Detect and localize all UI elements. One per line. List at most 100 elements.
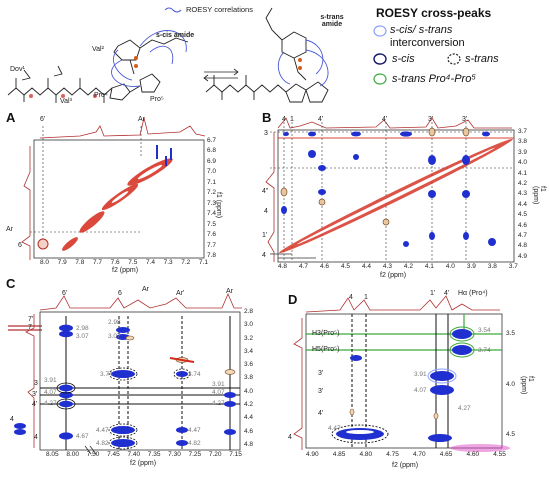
residue-pro5: Pro⁵ (150, 96, 164, 103)
tick: 3.8 (518, 138, 528, 146)
panel-d-top-label-ha: Hα (Pro⁴) (458, 290, 488, 297)
tick: 4.4 (244, 414, 254, 422)
scheme-drawing (7, 7, 329, 103)
tick: 7.6 (110, 259, 120, 266)
tick: 7.4 (207, 210, 217, 218)
tick: 8.0 (40, 259, 50, 266)
legend-s-trans-pro: s-trans Pro⁴-Pro⁵ (392, 73, 476, 85)
tick: 7.1 (207, 178, 217, 186)
tick: 4.0 (445, 263, 455, 270)
panel-d-xlabel: f2 (ppm) (392, 462, 419, 469)
tick: 4.2 (403, 263, 413, 270)
tick: 4.90 (306, 451, 319, 458)
panel-d-spectrum (293, 295, 510, 452)
tick: 4.3 (518, 190, 528, 198)
tick: 7.40 (127, 451, 141, 458)
tick: 3.0 (244, 321, 254, 329)
panel-a-left-label-6: 6 (18, 242, 22, 249)
panel-c-top-label-ar: Ar (142, 286, 149, 293)
value-label: 4.82 (96, 440, 109, 447)
panel-b-spectrum (265, 117, 515, 263)
panel-b-xticks: 4.8 4.7 4.6 4.5 4.4 4.3 4.2 4.1 4.0 3.9 … (278, 263, 518, 270)
legend-interconversion: s-cis/ s-trans (390, 24, 453, 36)
chemical-scheme (0, 0, 370, 108)
panel-a-xlabel: f2 (ppm) (112, 267, 139, 274)
tick: 4.8 (278, 263, 288, 270)
tick: 4.2 (518, 180, 528, 188)
panel-d-letter: D (288, 292, 298, 307)
panel-a-letter: A (6, 110, 16, 125)
panel-c-top-label-6p: 6' (62, 290, 68, 297)
tick: 4.7 (298, 263, 309, 270)
panel-d-left-label-4p: 4' (318, 410, 324, 417)
panel-c-top-label-ar2: Ar (226, 288, 233, 295)
value-label: 4.07 (414, 387, 427, 394)
residue-val2: Val² (92, 46, 104, 53)
tick: 7.8 (75, 259, 85, 266)
panel-d-left-label-3p: 3' (318, 370, 324, 377)
panel-a-ylabel: f1 (ppm) (215, 192, 222, 219)
tick: 7.2 (207, 189, 217, 197)
tick: 7.1 (198, 259, 208, 266)
panel-b-top-label-4p: 4' (318, 116, 324, 123)
roesy-correlations-label: ROESY correlations (186, 5, 253, 14)
panel-c-values: 2.98 3.07 2.98 3.07 3.91 4.07 4.27 3.74 … (0, 280, 270, 456)
tick: 4.0 (244, 387, 254, 395)
residue-dov1: Dov¹ (10, 66, 25, 73)
panel-d-left-label-3pp: 3' (318, 388, 324, 395)
panel-b-xlabel: f2 (ppm) (380, 272, 407, 279)
tick: 4.4 (361, 263, 371, 270)
tick: 4.85 (332, 451, 346, 458)
tick: 7.7 (92, 259, 103, 266)
value-label: 4.67 (76, 433, 89, 440)
panel-c-left-label-3: 3 (34, 380, 38, 387)
panel-b-ylabel: f1 (ppm) (532, 186, 546, 205)
tick: 4.1 (518, 169, 528, 177)
tick: 4.5 (340, 263, 350, 270)
tick: 7.30 (168, 451, 181, 458)
value-label: 4.47 (188, 427, 201, 434)
tick: 7.9 (57, 259, 67, 266)
tick: 6.9 (207, 157, 217, 165)
panel-d-value-labels: 3.54 3.74 3.91 4.07 4.27 4.47 (328, 327, 491, 432)
tick: 7.25 (188, 451, 202, 458)
value-label: 2.98 (108, 319, 121, 326)
panel-c-top-label-6: 6 (118, 290, 122, 297)
tick: 3.6 (244, 361, 254, 369)
panel-b-top-label-3p2: 3' (462, 116, 468, 123)
panel-b-top-label-4p2: 4' (382, 116, 388, 123)
value-label: 4.82 (188, 440, 201, 447)
tick: 4.60 (466, 451, 480, 458)
value-label: 3.91 (44, 377, 57, 384)
legend-s-cis: s-cis (392, 53, 415, 65)
tick: 4.8 (244, 440, 254, 448)
tick: 7.50 (86, 451, 100, 458)
tick: 4.5 (506, 431, 516, 438)
panel-b-left-label-4b: 4 (262, 252, 266, 259)
value-label: 3.74 (188, 371, 201, 378)
panel-d (280, 288, 550, 458)
panel-c-left-label-7p: 7' (28, 316, 34, 323)
tick: 7.3 (163, 259, 173, 266)
panel-b-left-label-3: 3 (264, 130, 268, 137)
tick: 4.65 (439, 451, 453, 458)
tick: 8.00 (66, 451, 80, 458)
panel-a (0, 112, 270, 268)
tick: 7.3 (207, 199, 217, 207)
tick: 7.7 (207, 241, 217, 249)
panel-b-top-label-1: 1 (290, 116, 294, 123)
panel-b-top-label-4: 4 (282, 116, 286, 123)
panel-d-top-label-4p: 4' (444, 290, 450, 297)
panel-c-left-label-4: 4 (10, 416, 14, 423)
tick: 3.2 (244, 334, 254, 342)
tick: 6.7 (207, 137, 217, 144)
panel-a-spectrum (21, 117, 206, 260)
tick: 4.80 (359, 451, 373, 458)
value-label: 4.27 (44, 400, 57, 407)
tick: 4.1 (424, 263, 434, 270)
tick: 4.8 (518, 242, 528, 250)
legend-s-trans: s-trans (465, 53, 499, 65)
tick: 6.8 (207, 147, 217, 155)
tick: 3.8 (487, 263, 497, 270)
tick: 7.6 (207, 231, 217, 239)
